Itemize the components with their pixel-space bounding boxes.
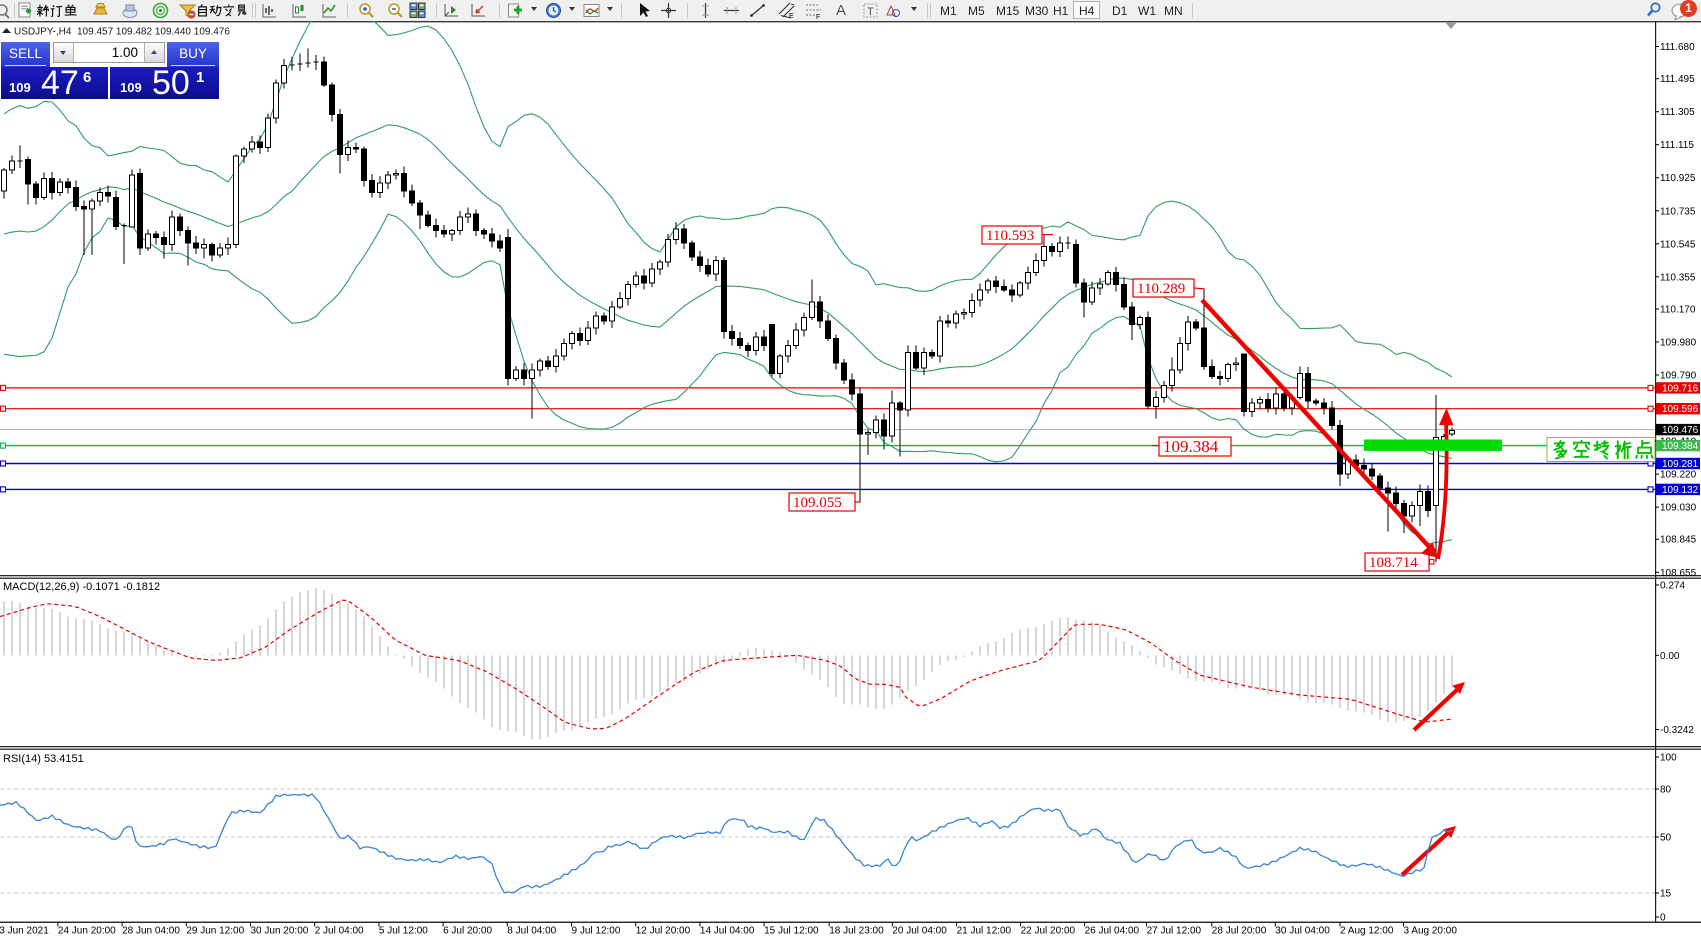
svg-text:22 Jul 20:00: 22 Jul 20:00 [1021, 926, 1076, 937]
svg-text:108.655: 108.655 [1660, 568, 1697, 579]
svg-text:110.593: 110.593 [986, 228, 1034, 244]
svg-text:28 Jul 20:00: 28 Jul 20:00 [1212, 926, 1267, 937]
svg-text:109.030: 109.030 [1660, 503, 1697, 514]
svg-text:2 Jul 04:00: 2 Jul 04:00 [315, 926, 364, 937]
svg-text:109.716: 109.716 [1662, 383, 1699, 394]
svg-text:28 Jun 04:00: 28 Jun 04:00 [122, 926, 180, 937]
svg-text:RSI(14) 53.4151: RSI(14) 53.4151 [3, 753, 84, 765]
svg-text:23 Jun 2021: 23 Jun 2021 [0, 926, 49, 937]
svg-text:109.132: 109.132 [1662, 485, 1699, 496]
svg-text:USDJPY-,H4 109.457 109.482 10: USDJPY-,H4 109.457 109.482 109.440 109.4… [14, 27, 230, 38]
svg-text:9 Jul 12:00: 9 Jul 12:00 [572, 926, 621, 937]
svg-text:109.476: 109.476 [1662, 425, 1699, 436]
svg-text:6 Jul 20:00: 6 Jul 20:00 [443, 926, 492, 937]
svg-text:111.680: 111.680 [1660, 42, 1695, 53]
svg-text:100: 100 [1660, 753, 1677, 764]
svg-text:111.115: 111.115 [1660, 140, 1694, 151]
svg-text:15 Jul 12:00: 15 Jul 12:00 [764, 926, 819, 937]
svg-text:21 Jul 12:00: 21 Jul 12:00 [957, 926, 1012, 937]
svg-text:0.274: 0.274 [1660, 581, 1685, 592]
svg-text:-0.3242: -0.3242 [1660, 725, 1694, 736]
svg-text:8 Jul 04:00: 8 Jul 04:00 [507, 926, 556, 937]
svg-text:110.735: 110.735 [1660, 206, 1696, 217]
svg-text:20 Jul 04:00: 20 Jul 04:00 [892, 926, 947, 937]
svg-text:109.281: 109.281 [1662, 459, 1699, 470]
svg-text:110.289: 110.289 [1137, 281, 1185, 297]
svg-text:18 Jul 23:00: 18 Jul 23:00 [829, 926, 884, 937]
svg-text:109.220: 109.220 [1660, 470, 1697, 481]
svg-text:110.545: 110.545 [1660, 239, 1696, 250]
svg-text:111.305: 111.305 [1660, 107, 1695, 118]
svg-text:109.980: 109.980 [1660, 338, 1697, 349]
svg-text:50: 50 [1660, 833, 1672, 844]
svg-text:108.845: 108.845 [1660, 535, 1697, 546]
svg-text:110.925: 110.925 [1660, 173, 1696, 184]
svg-text:111.495: 111.495 [1660, 74, 1695, 85]
svg-text:108.714: 108.714 [1369, 555, 1418, 571]
svg-text:F: F [816, 14, 820, 19]
svg-text:30 Jun 20:00: 30 Jun 20:00 [251, 926, 309, 937]
svg-text:109.055: 109.055 [793, 495, 842, 511]
svg-text:30 Jul 04:00: 30 Jul 04:00 [1275, 926, 1330, 937]
svg-text:24 Jun 20:00: 24 Jun 20:00 [58, 926, 116, 937]
svg-text:109.790: 109.790 [1660, 371, 1697, 382]
svg-text:5 Jul 12:00: 5 Jul 12:00 [379, 926, 428, 937]
svg-text:E: E [789, 13, 794, 19]
svg-text:109.384: 109.384 [1163, 437, 1219, 456]
svg-text:MACD(12,26,9) -0.1071 -0.1812: MACD(12,26,9) -0.1071 -0.1812 [3, 581, 160, 593]
svg-text:12 Jul 20:00: 12 Jul 20:00 [636, 926, 691, 937]
svg-text:T: T [867, 6, 874, 18]
svg-text:26 Jul 04:00: 26 Jul 04:00 [1085, 926, 1140, 937]
svg-text:0.00: 0.00 [1660, 651, 1680, 662]
svg-text:110.355: 110.355 [1660, 272, 1696, 283]
svg-text:110.170: 110.170 [1660, 305, 1696, 316]
svg-text:2 Aug 12:00: 2 Aug 12:00 [1340, 926, 1394, 937]
svg-text:27 Jul 12:00: 27 Jul 12:00 [1147, 926, 1202, 937]
svg-text:80: 80 [1660, 785, 1672, 796]
svg-text:3 Aug 20:00: 3 Aug 20:00 [1404, 926, 1458, 937]
svg-text:109.384: 109.384 [1662, 441, 1699, 452]
svg-text:0: 0 [1660, 913, 1666, 924]
svg-text:15: 15 [1660, 889, 1672, 900]
svg-text:29 Jun 12:00: 29 Jun 12:00 [186, 926, 244, 937]
svg-text:14 Jul 04:00: 14 Jul 04:00 [700, 926, 755, 937]
svg-text:109.596: 109.596 [1662, 404, 1699, 415]
